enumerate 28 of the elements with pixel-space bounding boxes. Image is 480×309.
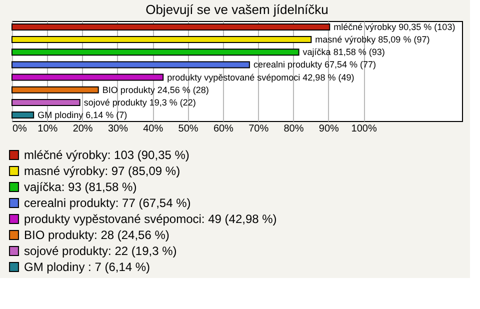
x-tick-label: 80% (284, 124, 304, 134)
legend-label: masné výrobky: 97 (85,09 %) (24, 164, 180, 178)
data-label: BIO produkty 24,56 % (28) (102, 84, 209, 95)
x-tick-label: 40% (143, 124, 164, 134)
legend-label: cerealni produkty: 77 (67,54 %) (24, 196, 191, 210)
legend-label: sojové produkty: 22 (19,3 %) (24, 244, 177, 258)
x-tick-label: 70% (248, 124, 269, 134)
x-tick-label: 0% (12, 124, 28, 134)
data-label: GM plodiny 6,14 % (7) (38, 110, 128, 120)
data-label: vajíčka 81,58 % (93) (302, 47, 385, 58)
x-tick-label: 20% (72, 124, 93, 134)
legend-label: BIO produkty: 28 (24,56 %) (24, 228, 170, 242)
x-tick-label: 60% (213, 124, 234, 134)
legend-label: produkty vypěstované svépomoci: 49 (42,98 %) (24, 212, 277, 226)
data-label: mléčné výrobky 90,35 % (103) (334, 22, 456, 32)
data-label: sojové produkty 19,3 % (22) (84, 97, 196, 108)
data-label: cerealni produkty 67,54 % (77) (253, 60, 376, 70)
legend-label: vajíčka: 93 (81,58 %) (24, 180, 137, 194)
x-tick-label: 30% (108, 124, 128, 134)
x-tick-label: 50% (178, 124, 198, 134)
chart-title: Objevují se ve vašem jídelníčku (146, 2, 328, 17)
x-tick-label: 100% (351, 124, 377, 134)
legend-label: mléčné výrobky: 103 (90,35 %) (24, 148, 190, 162)
legend-label: GM plodiny : 7 (6,14 %) (24, 260, 150, 274)
data-label: masné výrobky 85,09 % (97) (315, 34, 430, 45)
x-tick-label: 10% (38, 124, 58, 134)
x-tick-label: 90% (318, 124, 340, 134)
data-label: produkty vypěstované svépomoci 42,98 % (49) (167, 72, 354, 82)
